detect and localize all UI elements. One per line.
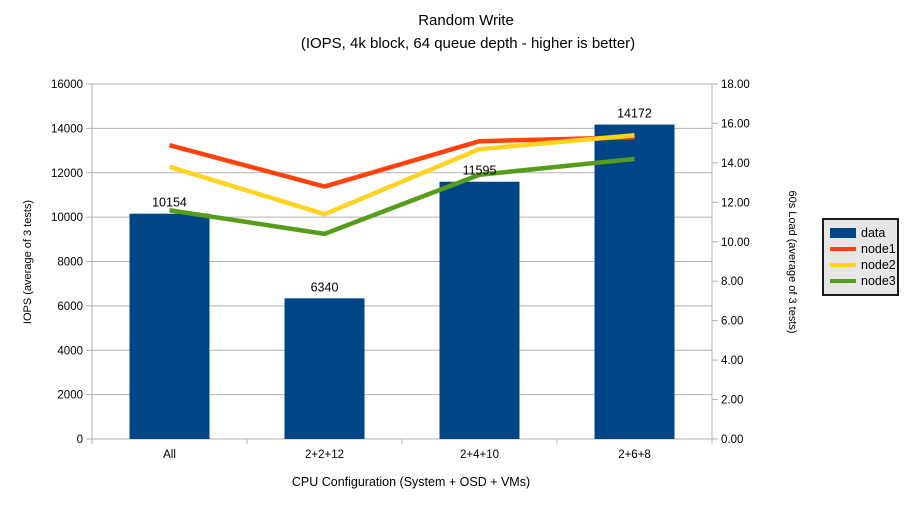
- bar-All: [129, 213, 210, 439]
- line-node2: [168, 133, 635, 217]
- bar-value-label: 10154: [152, 196, 187, 210]
- bar-value-label: 6340: [311, 280, 339, 294]
- left-axis-tick-label: 12000: [51, 168, 83, 180]
- x-category-label: 2+6+8: [618, 449, 651, 461]
- right-axis-tick-label: 0.00: [721, 434, 743, 446]
- left-axis-tick-label: 16000: [51, 79, 83, 91]
- left-axis-tick-label: 10000: [51, 212, 83, 224]
- bar-2+6+8: [594, 124, 675, 439]
- left-axis-tick-label: 2000: [57, 390, 83, 402]
- left-axis-tick-label: 8000: [57, 257, 83, 269]
- legend-entry-data: data: [830, 225, 897, 241]
- legend-swatch-node2: [830, 263, 856, 267]
- chart-subtitle: (IOPS, 4k block, 64 queue depth - higher…: [300, 35, 636, 52]
- chart-title: Random Write: [418, 12, 514, 29]
- left-axis-tick-label: 6000: [57, 301, 83, 313]
- right-axis-tick-label: 18.00: [721, 79, 750, 91]
- legend-swatch-data: [830, 228, 856, 238]
- bar-value-label: 11595: [463, 164, 497, 178]
- legend-entry-node3: node3: [830, 273, 897, 289]
- right-axis-tick-label: 12.00: [721, 197, 750, 209]
- legend-swatch-node1: [830, 247, 856, 251]
- left-axis-tick-label: 4000: [57, 345, 83, 357]
- right-axis-tick-label: 6.00: [721, 316, 743, 328]
- bar-2+2+12: [284, 298, 365, 439]
- left-axis-tick-label: 0: [77, 434, 83, 446]
- right-axis-tick-label: 2.00: [721, 395, 743, 407]
- x-category-label: All: [163, 449, 176, 461]
- right-axis-tick-label: 4.00: [721, 355, 743, 367]
- right-axis-tick-label: 14.00: [721, 158, 750, 170]
- legend-swatch-node3: [830, 279, 856, 283]
- x-category-label: 2+4+10: [460, 449, 499, 461]
- bar-2+4+10: [439, 181, 520, 439]
- legend-label-node2: node2: [861, 258, 896, 272]
- legend-label-data: data: [861, 226, 886, 240]
- x-axis-title: CPU Configuration (System + OSD + VMs): [291, 475, 531, 489]
- legend-label-node3: node3: [861, 274, 896, 288]
- legend-entry-node2: node2: [830, 257, 897, 273]
- right-axis-tick-label: 10.00: [721, 237, 750, 249]
- left-axis-tick-label: 14000: [51, 123, 83, 135]
- line-node1: [168, 135, 635, 189]
- legend-label-node1: node1: [861, 242, 896, 256]
- right-axis-tick-label: 16.00: [721, 118, 750, 130]
- legend-entry-node1: node1: [830, 241, 897, 257]
- legend: data node1 node2 node3: [822, 218, 899, 296]
- line-node3: [169, 156, 635, 237]
- bar-value-label: 14172: [617, 107, 652, 121]
- x-category-label: 2+2+12: [305, 449, 344, 461]
- right-axis-tick-label: 8.00: [721, 276, 743, 288]
